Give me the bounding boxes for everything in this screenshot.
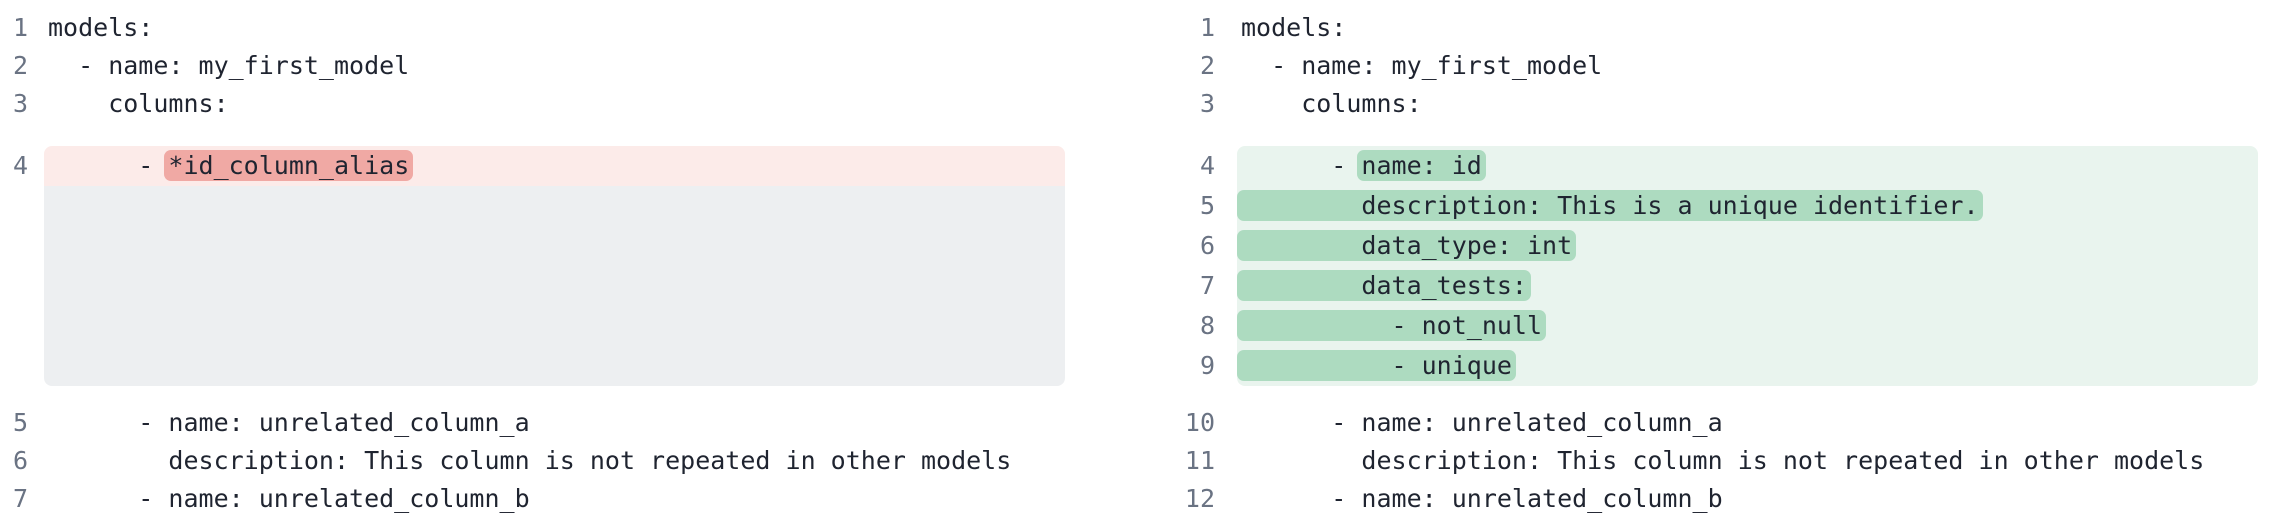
added-text-highlight: data_tests: <box>1237 270 1531 301</box>
line-number: 1 <box>12 13 28 42</box>
code-line: 1 models: <box>0 9 1065 47</box>
code-line: 5 - name: unrelated_column_a <box>0 404 1065 442</box>
code-line: 2 - name: my_first_model <box>0 47 1065 85</box>
line-number: 5 <box>1199 191 1215 220</box>
code-line-text: models: <box>48 9 1065 47</box>
code-line: 6 description: This column is not repeat… <box>0 442 1065 480</box>
code-line: 7 - name: unrelated_column_b <box>0 480 1065 518</box>
code-text: description: This column is not repeated… <box>48 446 1012 475</box>
line-number: 12 <box>1184 484 1215 513</box>
filler-gutter-spacer <box>0 186 28 386</box>
line-number: 10 <box>1184 408 1215 437</box>
line-number: 3 <box>12 89 28 118</box>
removed-change-block: 4 - *id_column_alias <box>0 146 1065 386</box>
line-number: 4 <box>1199 151 1215 180</box>
line-number: 9 <box>1199 351 1215 380</box>
diff-pane-before: 1 models: 2 - name: my_first_model 3 column… <box>0 9 1065 518</box>
code-line-text: - name: my_first_model <box>48 47 1065 85</box>
code-line-text: description: This column is not repeated… <box>48 442 1065 480</box>
code-text: models: <box>1241 13 1347 42</box>
alignment-filler <box>44 186 1065 386</box>
line-number: 4 <box>12 151 28 180</box>
line-number-column: 4 <box>0 146 28 386</box>
added-code-line: - not_null <box>1237 306 2258 346</box>
code-line-text: - name: unrelated_column_a <box>48 404 1065 442</box>
line-number: 7 <box>1199 271 1215 300</box>
line-number: 7 <box>12 484 28 513</box>
code-line: 2 - name: my_first_model <box>1182 47 2258 85</box>
code-line-text: columns: <box>48 85 1065 123</box>
code-line-text: models: <box>1241 9 2258 47</box>
added-code-line: data_tests: <box>1237 266 2258 306</box>
added-code-line: description: This is a unique identifier… <box>1237 186 2258 226</box>
line-number: 3 <box>1199 89 1215 118</box>
code-line: 3 columns: <box>1182 85 2258 123</box>
line-number: 5 <box>12 408 28 437</box>
added-code-line: - unique <box>1237 346 2258 386</box>
changed-lines: - name: id description: This is a unique… <box>1237 146 2258 386</box>
code-text: - <box>1241 151 1362 180</box>
added-code-line: data_type: int <box>1237 226 2258 266</box>
code-line-text: - name: unrelated_column_b <box>1241 480 2258 518</box>
code-line-text: description: This column is not repeated… <box>1241 442 2258 480</box>
line-number: 11 <box>1184 446 1215 475</box>
code-line-text: - name: unrelated_column_a <box>1241 404 2258 442</box>
added-text-highlight: - not_null <box>1237 310 1547 341</box>
code-line: 12 - name: unrelated_column_b <box>1182 480 2258 518</box>
line-number: 2 <box>1199 51 1215 80</box>
code-line: 1 models: <box>1182 9 2258 47</box>
code-line: 10 - name: unrelated_column_a <box>1182 404 2258 442</box>
code-text: description: This column is not repeated… <box>1241 446 2205 475</box>
line-number-column: 4 5 6 7 8 9 <box>1182 146 1215 386</box>
changed-lines: - *id_column_alias <box>44 146 1065 386</box>
code-text: - name: my_first_model <box>48 51 410 80</box>
code-line-text: - name: unrelated_column_b <box>48 480 1065 518</box>
code-text: columns: <box>1241 89 1422 118</box>
code-line-text: columns: <box>1241 85 2258 123</box>
line-number: 2 <box>12 51 28 80</box>
code-text: models: <box>48 13 154 42</box>
code-text: - name: unrelated_column_b <box>48 484 530 513</box>
code-line: 11 description: This column is not repea… <box>1182 442 2258 480</box>
code-text: columns: <box>48 89 229 118</box>
code-text: - name: my_first_model <box>1241 51 1603 80</box>
added-change-block: 4 5 6 7 8 9 - name: id description: This is a… <box>1182 146 2258 386</box>
line-number: 8 <box>1199 311 1215 340</box>
added-code-line: - name: id <box>1237 146 2258 186</box>
added-text-highlight: data_type: int <box>1237 230 1577 261</box>
code-line-text: - name: my_first_model <box>1241 47 2258 85</box>
code-text: - name: unrelated_column_b <box>1241 484 1723 513</box>
diff-pane-after: 1 models: 2 - name: my_first_model 3 column… <box>1182 9 2258 518</box>
code-text: - name: unrelated_column_a <box>48 408 530 437</box>
code-line: 3 columns: <box>0 85 1065 123</box>
removed-text-highlight: *id_column_alias <box>164 150 414 181</box>
added-text-highlight: name: id <box>1357 150 1486 181</box>
line-number: 6 <box>1199 231 1215 260</box>
line-number: 1 <box>1199 13 1215 42</box>
code-text: - <box>48 151 169 180</box>
line-number: 6 <box>12 446 28 475</box>
added-text-highlight: description: This is a unique identifier… <box>1237 190 1983 221</box>
code-text: - name: unrelated_column_a <box>1241 408 1723 437</box>
removed-code-line: - *id_column_alias <box>44 146 1065 186</box>
added-text-highlight: - unique <box>1237 350 1516 381</box>
